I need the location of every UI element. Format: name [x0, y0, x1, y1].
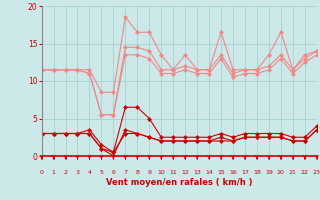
X-axis label: Vent moyen/en rafales ( km/h ): Vent moyen/en rafales ( km/h )	[106, 178, 252, 187]
